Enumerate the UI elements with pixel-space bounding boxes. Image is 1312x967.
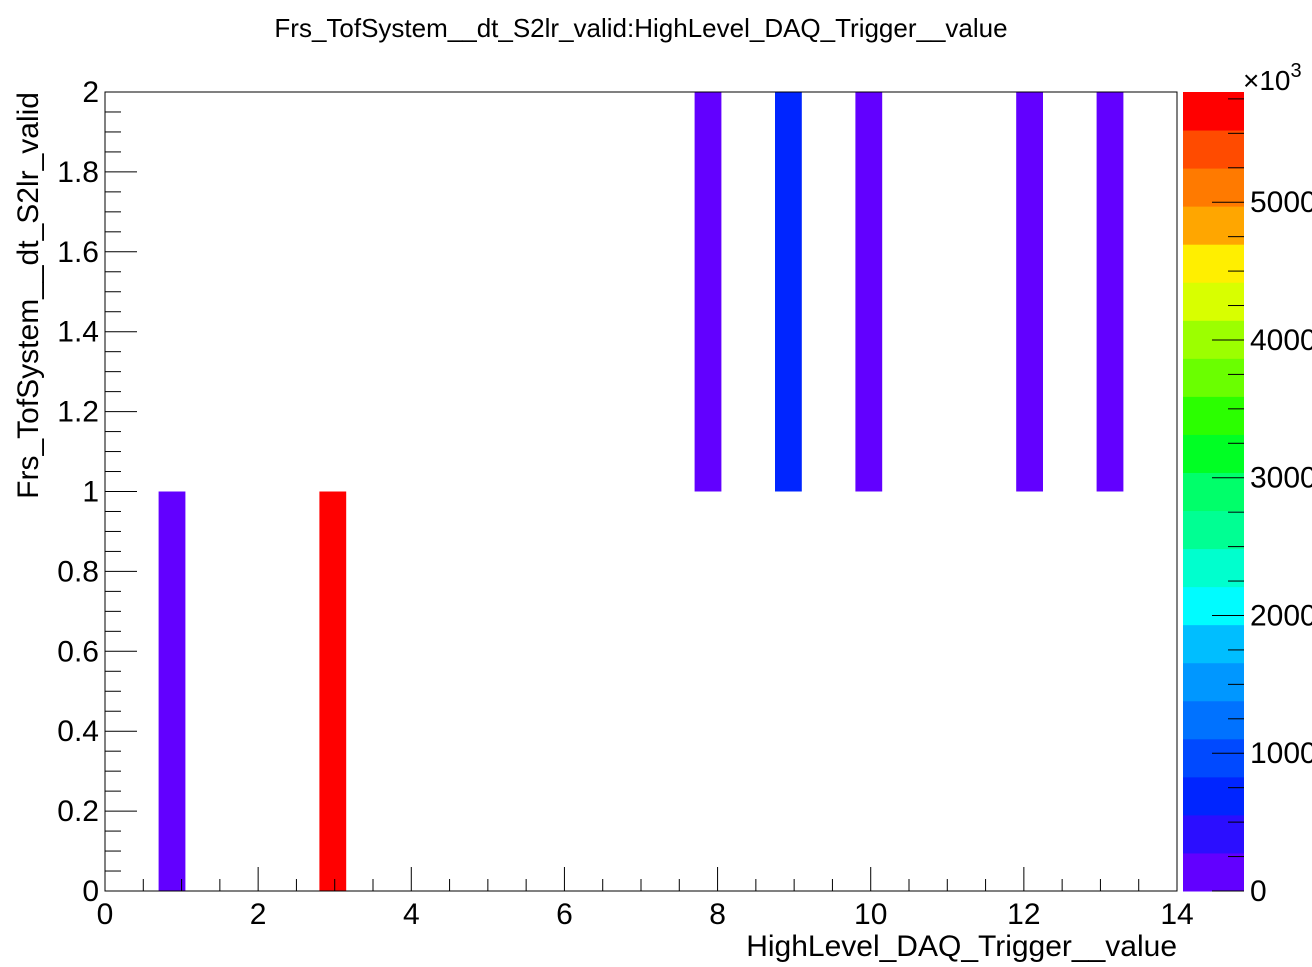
colorbar-tick-label: 0 <box>1250 875 1267 908</box>
y-tick-label: 0.6 <box>57 635 99 668</box>
colorbar-axis: 0 1000 2000 3000 4000 5000 <box>1212 98 1312 908</box>
x-tick-label: 14 <box>1160 898 1193 931</box>
heatmap-cell-7 <box>1096 92 1124 492</box>
colorbar-band <box>1183 396 1244 435</box>
x-tick-label: 4 <box>403 898 420 931</box>
heatmap-cell-1 <box>158 491 186 891</box>
colorbar-band <box>1183 434 1244 473</box>
colorbar-band <box>1183 92 1244 131</box>
chart-title: Frs_TofSystem__dt_S2lr_valid:HighLevel_D… <box>274 13 1007 43</box>
colorbar-multiplier-base: ×10 <box>1243 65 1291 96</box>
colorbar-band <box>1183 700 1244 740</box>
y-tick-label: 0.8 <box>57 555 99 588</box>
colorbar-band <box>1183 814 1244 854</box>
y-tick-label: 1 <box>82 476 99 509</box>
y-tick-label: 0.4 <box>57 715 99 748</box>
colorbar <box>1183 92 1244 892</box>
x-tick-label: 2 <box>250 898 267 931</box>
plot-cells <box>158 92 1124 891</box>
colorbar-multiplier: ×103 <box>1243 60 1302 96</box>
y-axis-label: Frs_TofSystem__dt_S2lr_valid <box>12 92 45 499</box>
heatmap-cell-3 <box>694 92 722 492</box>
y-tick-label: 0 <box>82 875 99 908</box>
heatmap-cell-6 <box>1016 92 1043 492</box>
colorbar-tick-label: 2000 <box>1250 599 1312 632</box>
x-axis: 0 2 4 6 8 10 12 14 <box>97 867 1194 931</box>
x-tick-label: 10 <box>854 898 887 931</box>
colorbar-band <box>1183 206 1244 245</box>
y-tick-label: 1.6 <box>57 236 99 269</box>
colorbar-tick-label: 1000 <box>1250 737 1312 770</box>
y-tick-label: 1.4 <box>57 316 99 349</box>
colorbar-band <box>1183 510 1244 550</box>
colorbar-band <box>1183 472 1244 512</box>
y-tick-label: 2 <box>82 76 99 109</box>
x-tick-label: 12 <box>1007 898 1040 931</box>
colorbar-band <box>1183 776 1244 816</box>
colorbar-tick-label: 4000 <box>1250 324 1312 357</box>
colorbar-band <box>1183 662 1244 702</box>
heatmap-cell-4 <box>775 92 802 492</box>
colorbar-multiplier-exponent: 3 <box>1291 60 1302 82</box>
heatmap-cell-2 <box>319 491 347 891</box>
x-tick-label: 0 <box>97 898 114 931</box>
x-tick-label: 6 <box>556 898 573 931</box>
colorbar-band <box>1183 586 1244 626</box>
colorbar-band <box>1183 244 1244 283</box>
colorbar-tick-label: 5000 <box>1250 186 1312 219</box>
colorbar-band <box>1183 130 1244 169</box>
y-tick-label: 1.8 <box>57 156 99 189</box>
colorbar-band <box>1183 282 1244 321</box>
heatmap-cell-5 <box>855 92 883 492</box>
x-tick-label: 8 <box>709 898 726 931</box>
colorbar-band <box>1183 738 1244 778</box>
x-axis-label: HighLevel_DAQ_Trigger__value <box>746 930 1177 963</box>
colorbar-band <box>1183 852 1244 892</box>
colorbar-tick-label: 3000 <box>1250 462 1312 495</box>
y-axis: 0 0.2 0.4 0.6 0.8 1 1.2 1.4 1.6 1.8 2 <box>57 76 137 908</box>
colorbar-band <box>1183 624 1244 664</box>
colorbar-band <box>1183 358 1244 397</box>
y-tick-label: 1.2 <box>57 396 99 429</box>
colorbar-band <box>1183 168 1244 207</box>
y-tick-label: 0.2 <box>57 795 99 828</box>
